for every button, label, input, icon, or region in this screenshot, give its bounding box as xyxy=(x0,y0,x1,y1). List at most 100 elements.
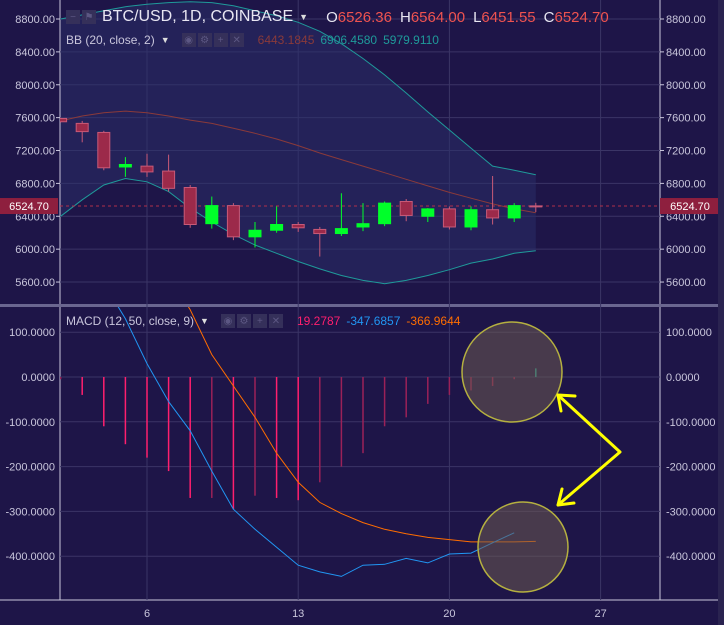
bb-upper-value: 6906.4580 xyxy=(320,33,378,47)
macd-pane xyxy=(60,307,537,577)
pane-separator[interactable] xyxy=(0,304,724,307)
last-price-label: 6524.70 xyxy=(670,201,710,213)
candle-body xyxy=(97,131,111,169)
eye-icon[interactable]: ◉ xyxy=(181,33,196,47)
plus-icon[interactable]: + xyxy=(213,33,228,47)
candle-body xyxy=(248,229,262,238)
macd-axis-label: -300.0000 xyxy=(5,506,55,518)
collapse-icon[interactable]: − xyxy=(66,10,80,24)
candle-body xyxy=(205,205,219,225)
close-icon[interactable]: ✕ xyxy=(268,314,283,328)
bb-label[interactable]: BB (20, close, 2) xyxy=(66,33,155,47)
macd-signal-value: -366.9644 xyxy=(406,314,461,328)
macd-axis-label: -400.0000 xyxy=(666,551,716,563)
chevron-down-icon[interactable]: ▼ xyxy=(200,316,209,326)
candle-body xyxy=(378,202,392,225)
macd-axis-label: 100.0000 xyxy=(666,327,712,339)
last-price-label: 6524.70 xyxy=(9,201,49,213)
macd-axis-label: 0.0000 xyxy=(21,372,55,384)
macd-line xyxy=(117,307,515,577)
symbol-legend: − ⚑ BTC/USD, 1D, COINBASE ▼ O6526.36 H6564.… xyxy=(66,8,617,26)
candle-body xyxy=(226,205,240,238)
macd-axis-label: 100.0000 xyxy=(9,327,55,339)
macd-hist-value: 19.2787 xyxy=(296,314,341,328)
price-axis-label: 7200.00 xyxy=(15,146,55,158)
candle-body xyxy=(162,170,176,189)
gear-icon[interactable]: ⚙ xyxy=(236,314,251,328)
candle-body xyxy=(140,165,154,173)
candle-body xyxy=(183,187,197,225)
bb-basis-line xyxy=(60,110,536,214)
candle-body xyxy=(118,163,132,168)
time-axis-label: 6 xyxy=(144,608,150,620)
scrollbar[interactable] xyxy=(718,0,724,625)
candle-body xyxy=(356,223,370,228)
candle-body xyxy=(291,224,305,229)
candle-body xyxy=(334,228,348,235)
macd-axis-label: -200.0000 xyxy=(5,462,55,474)
candle-body xyxy=(75,122,89,133)
candle-body xyxy=(486,209,500,219)
price-axis-label: 5600.00 xyxy=(15,277,55,289)
macd-legend: MACD (12, 50, close, 9) ▼ ◉ ⚙ + ✕ 19.2787 -3… xyxy=(66,314,460,328)
macd-axis-label: -100.0000 xyxy=(666,417,716,429)
macd-axis-label: -100.0000 xyxy=(5,417,55,429)
bb-fill xyxy=(60,1,536,284)
bb-lower-line xyxy=(60,177,536,285)
bb-lower-value: 5979.9110 xyxy=(383,33,439,47)
time-axis-label: 13 xyxy=(292,608,304,620)
last-price-badge xyxy=(0,198,58,215)
last-price-badge xyxy=(660,198,718,215)
annotation-arrows xyxy=(556,393,622,507)
time-axis-label: 20 xyxy=(443,608,455,620)
candle-body xyxy=(529,205,543,208)
candle-body xyxy=(270,224,284,231)
price-axis-label: 6400.00 xyxy=(15,211,55,223)
time-axis-label: 27 xyxy=(594,608,606,620)
price-axis-label: 6800.00 xyxy=(15,178,55,190)
price-axis-label: 6000.00 xyxy=(15,244,55,256)
chevron-down-icon[interactable]: ▼ xyxy=(160,35,170,45)
price-axis-label: 6400.00 xyxy=(666,211,706,223)
price-axis-label: 8000.00 xyxy=(666,80,706,92)
macd-axis-label: 0.0000 xyxy=(666,372,700,384)
annotation-circle xyxy=(477,501,569,593)
macd-axis-label: -300.0000 xyxy=(666,506,716,518)
flag-icon[interactable]: ⚑ xyxy=(82,10,96,24)
eye-icon[interactable]: ◉ xyxy=(220,314,235,328)
price-axis-label: 6000.00 xyxy=(666,244,706,256)
macd-label[interactable]: MACD (12, 50, close, 9) xyxy=(66,314,195,328)
price-axis-label: 7200.00 xyxy=(666,146,706,158)
close-icon[interactable]: ✕ xyxy=(229,33,244,47)
macd-line-value: -347.6857 xyxy=(346,314,401,328)
candle-body xyxy=(442,208,456,228)
price-axis-label: 6800.00 xyxy=(666,178,706,190)
annotation-circle xyxy=(461,321,563,423)
plus-icon[interactable]: + xyxy=(252,314,267,328)
price-axis-label: 7600.00 xyxy=(666,113,706,125)
chevron-down-icon[interactable]: ▼ xyxy=(299,12,309,22)
price-axis-label: 8000.00 xyxy=(15,80,55,92)
candle-body xyxy=(421,208,435,217)
candle-body xyxy=(464,209,478,228)
candle-body xyxy=(60,117,68,123)
macd-signal-line xyxy=(187,307,536,543)
bb-basis-value: 6443.1845 xyxy=(257,33,315,47)
gear-icon[interactable]: ⚙ xyxy=(197,33,212,47)
candle-body xyxy=(399,200,413,216)
price-axis-label: 8400.00 xyxy=(666,47,706,59)
macd-axis-label: -200.0000 xyxy=(666,462,716,474)
ohlc-values: O6526.36 H6564.00 L6451.55 C6524.70 xyxy=(326,8,609,26)
symbol-title[interactable]: BTC/USD, 1D, COINBASE xyxy=(102,8,294,25)
price-pane xyxy=(60,1,660,285)
bb-legend: BB (20, close, 2) ▼ ◉ ⚙ + ✕ 6443.1845 6906.4… xyxy=(66,33,439,47)
macd-axis-label: -400.0000 xyxy=(5,551,55,563)
price-axis-label: 8400.00 xyxy=(15,47,55,59)
candle-body xyxy=(313,228,327,235)
price-axis-label: 8800.00 xyxy=(666,14,706,26)
bb-upper-line xyxy=(60,1,536,176)
price-axis-label: 7600.00 xyxy=(15,113,55,125)
price-axis-label: 8800.00 xyxy=(15,14,55,26)
price-axis-label: 5600.00 xyxy=(666,277,706,289)
